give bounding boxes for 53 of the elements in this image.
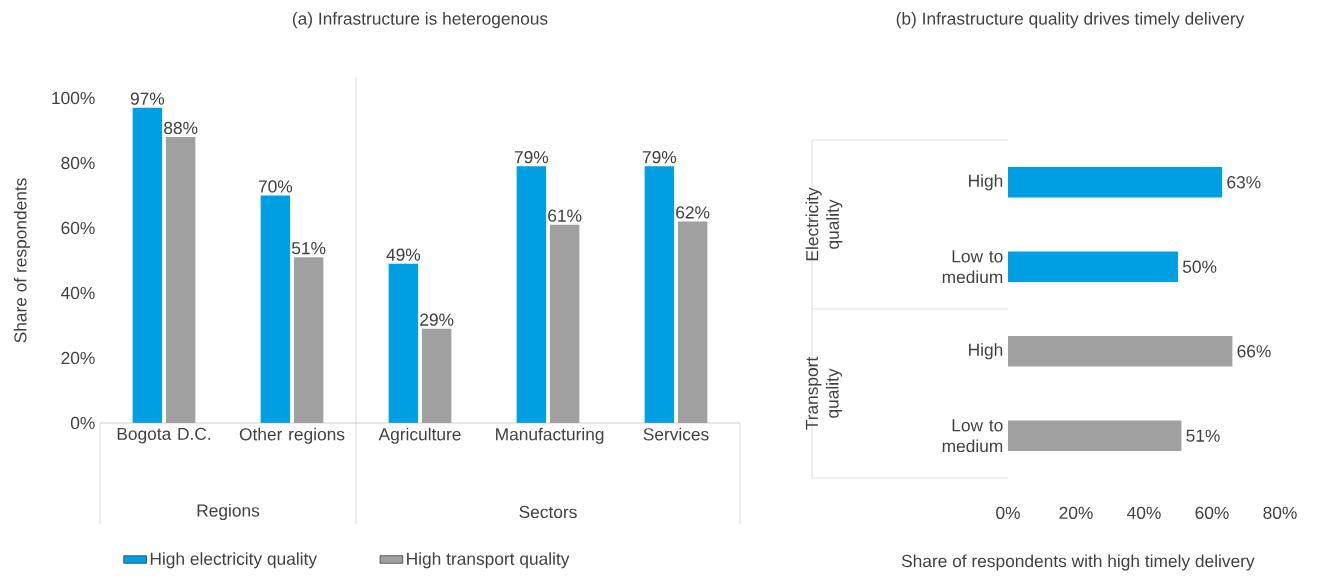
data-label: 88% (164, 121, 198, 135)
y-tick-label: 80% (61, 156, 95, 170)
text: Regions (197, 503, 260, 521)
x-tick-label: 60% (1195, 506, 1229, 519)
y-tick-label: 0% (70, 416, 95, 430)
x-tick-label: Bogota D.C. (117, 427, 211, 444)
chart-title: (b) Infrastructure quality drives timely delivery (896, 12, 1245, 29)
data-label: 51% (292, 242, 326, 255)
x-tick-label: 20% (1059, 506, 1093, 519)
data-label: 66% (1237, 345, 1271, 358)
x-tick-label: 40% (1127, 506, 1161, 519)
bar (1008, 420, 1182, 451)
x-tick-label: Agriculture (378, 427, 461, 444)
data-label: 62% (676, 206, 710, 219)
data-label: 97% (130, 92, 165, 105)
data-label: 63% (1227, 176, 1261, 189)
y-tick-label: 60% (61, 221, 95, 235)
y-tick-label: 40% (61, 286, 95, 300)
legend-label: High electricity quality (150, 552, 317, 569)
bar (260, 195, 291, 423)
y-tick-label: 20% (61, 351, 95, 365)
bar (516, 166, 547, 423)
text: Transport quality (805, 356, 843, 430)
legend-label: High transport quality (407, 552, 570, 569)
bar (132, 107, 163, 423)
text: Electricity quality (805, 187, 843, 261)
chart-title: (a) Infrastructure is heterogenous (292, 12, 548, 29)
data-label: 61% (548, 209, 582, 222)
x-axis-title: Share of respondents with high timely delivery (901, 554, 1255, 571)
data-label: 79% (514, 151, 549, 164)
x-tick-label: 80% (1263, 506, 1297, 519)
y-tick-label: Low to medium (942, 250, 1003, 284)
y-tick-label: 100% (52, 91, 95, 105)
bar (1008, 251, 1178, 282)
text: Sectors (519, 505, 577, 519)
x-tick-label: 0% (996, 506, 1020, 519)
y-tick-label: Low to medium (942, 419, 1003, 453)
bar (644, 166, 675, 423)
data-label: 29% (420, 313, 454, 326)
data-label: 50% (1182, 260, 1217, 273)
y-tick-label: High (969, 174, 1003, 191)
bar (1008, 167, 1223, 198)
data-label: 49% (386, 248, 421, 261)
data-label: 70% (258, 180, 293, 193)
y-axis-title: Share of respondents (13, 178, 31, 343)
data-label: 79% (642, 151, 677, 164)
x-tick-label: Other regions (239, 427, 345, 444)
x-tick-label: Services (643, 427, 709, 441)
y-tick-label: High (969, 343, 1003, 360)
data-label: 51% (1186, 429, 1220, 442)
x-tick-label: Manufacturing (496, 427, 604, 444)
bar (388, 263, 419, 423)
bar (1008, 336, 1233, 367)
